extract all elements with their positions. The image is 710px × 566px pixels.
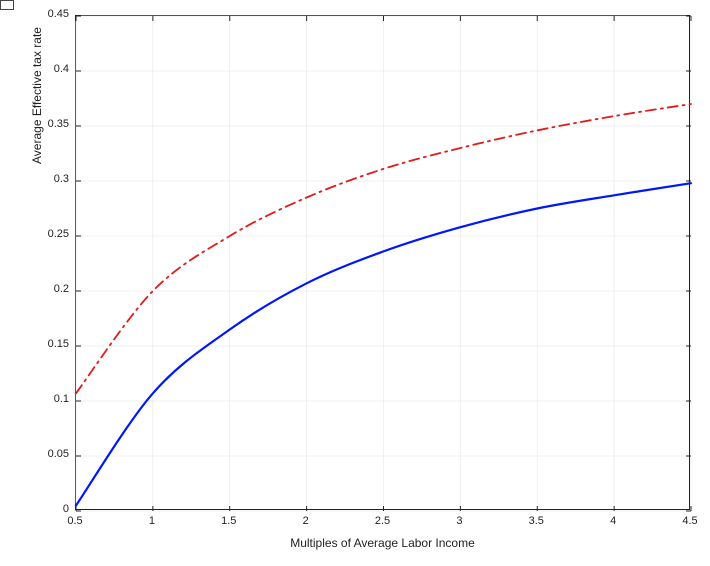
y-axis-label: Average Effective tax rate (30, 0, 44, 343)
plot-area (75, 15, 690, 510)
y-tick-label: 0.35 (48, 118, 69, 130)
x-tick-label: 4 (598, 515, 628, 527)
x-tick-label: 2 (291, 515, 321, 527)
y-tick-label: 0.4 (54, 63, 69, 75)
y-tick-label: 0.2 (54, 283, 69, 295)
y-tick-label: 0.3 (54, 173, 69, 185)
y-tick-label: 0.15 (48, 338, 69, 350)
legend (0, 0, 14, 10)
x-tick-label: 0.5 (60, 515, 90, 527)
plot-svg (76, 16, 691, 511)
y-tick-label: 0.25 (48, 228, 69, 240)
y-tick-label: 0 (63, 503, 69, 515)
chart-frame: Multiples of Average Labor Income Averag… (0, 0, 710, 566)
y-tick-label: 0.45 (48, 8, 69, 20)
x-tick-label: 3 (444, 515, 474, 527)
x-tick-label: 1.5 (214, 515, 244, 527)
x-tick-label: 3.5 (521, 515, 551, 527)
y-tick-label: 0.1 (54, 393, 69, 405)
x-axis-label: Multiples of Average Labor Income (75, 536, 690, 550)
x-tick-label: 2.5 (368, 515, 398, 527)
x-tick-label: 1 (137, 515, 167, 527)
y-tick-label: 0.05 (48, 448, 69, 460)
x-tick-label: 4.5 (675, 515, 705, 527)
